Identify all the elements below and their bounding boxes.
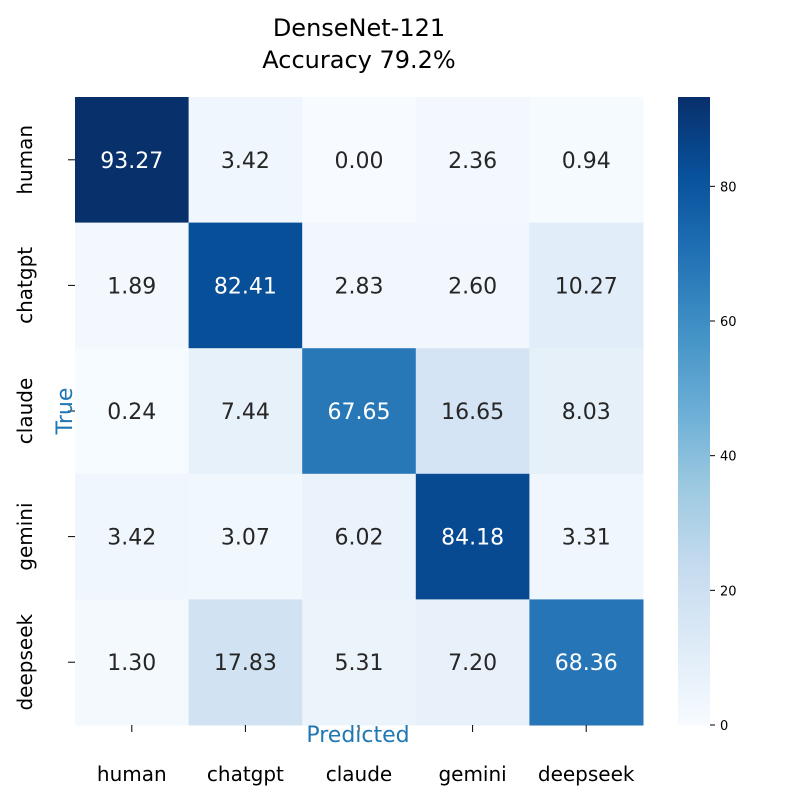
x-tick-label-deepseek: deepseek (538, 762, 635, 786)
heatmap-cell-1-4 (529, 222, 644, 349)
cell-value-label-3-0: 3.42 (107, 526, 156, 551)
heatmap-cell-0-1 (188, 97, 303, 224)
chart-subtitle: Accuracy 79.2% (262, 46, 455, 74)
heatmap-cell-0-0 (75, 97, 190, 224)
y-tick-label-claude: claude (13, 378, 37, 444)
heatmap-cell-2-0 (75, 348, 190, 475)
cell-value-label-0-1: 3.42 (221, 149, 270, 174)
colorbar-ticks: 0 20 40 60 80 (710, 180, 737, 734)
cell-value-label-0-2: 0.00 (335, 149, 384, 174)
heatmap-cell-4-2 (302, 599, 417, 726)
heatmap-cell-2-4 (529, 348, 644, 475)
y-tick-label-chatgpt: chatgpt (13, 247, 37, 324)
y-tick-label-human: human (13, 125, 37, 195)
heatmap-cell-3-4 (529, 473, 644, 600)
heatmap-cell-2-1 (188, 348, 303, 475)
cell-value-label-4-3: 7.20 (448, 651, 497, 676)
heatmap-cell-1-2 (302, 222, 417, 349)
cell-value-label-4-2: 5.31 (335, 651, 384, 676)
y-tick-label-deepseek: deepseek (13, 613, 37, 710)
y-tick-label-gemini: gemini (13, 502, 37, 570)
chart-title: DenseNet-121 (273, 14, 445, 42)
heatmap-cell-3-2 (302, 473, 417, 600)
colorbar-tick-label-60: 60 (720, 315, 737, 330)
heatmap-cell-3-0 (75, 473, 190, 600)
cell-value-label-3-4: 3.31 (562, 526, 611, 551)
cell-value-label-0-4: 0.94 (562, 149, 611, 174)
heatmap-cell-1-1 (188, 222, 303, 349)
heatmap-cell-0-3 (415, 97, 530, 224)
cell-value-label-2-4: 8.03 (562, 400, 611, 425)
heatmap-cell-4-3 (415, 599, 530, 726)
cell-value-label-1-1: 82.41 (214, 274, 277, 299)
x-tick-label-human: human (97, 762, 167, 786)
cell-value-label-1-2: 2.83 (335, 274, 384, 299)
x-axis-label: Predicted (306, 723, 409, 748)
y-axis-label: True (53, 388, 78, 436)
heatmap-cell-1-0 (75, 222, 190, 349)
colorbar-tick-label-20: 20 (720, 584, 737, 599)
cell-value-label-4-4: 68.36 (555, 651, 618, 676)
cell-value-label-2-0: 0.24 (107, 400, 156, 425)
x-tick-label-chatgpt: chatgpt (207, 762, 284, 786)
x-tick-label-claude: claude (326, 762, 392, 786)
colorbar-tick-label-0: 0 (720, 719, 728, 734)
cell-value-label-2-1: 7.44 (221, 400, 270, 425)
colorbar-tick-label-80: 80 (720, 180, 737, 195)
heatmap-cells: 93.27 3.42 0.00 2.36 0.94 1.89 82.41 2.83 2.60 10… (75, 97, 644, 726)
heatmap-cell-0-4 (529, 97, 644, 224)
heatmap-cell-3-3 (415, 473, 530, 600)
cell-value-label-2-2: 67.65 (328, 400, 391, 425)
heatmap-cell-4-4 (529, 599, 644, 726)
heatmap-cell-3-1 (188, 473, 303, 600)
cell-value-label-1-4: 10.27 (555, 274, 618, 299)
cell-value-label-4-1: 17.83 (214, 651, 277, 676)
x-axis-ticks: human chatgpt claude gemini deepseek (97, 725, 635, 786)
heatmap-cell-2-2 (302, 348, 417, 475)
colorbar (678, 97, 710, 725)
cell-value-label-3-2: 6.02 (335, 526, 384, 551)
x-tick-label-gemini: gemini (438, 762, 506, 786)
y-axis-ticks: human chatgpt claude gemini deepseek (13, 125, 75, 711)
colorbar-tick-label-40: 40 (720, 450, 737, 465)
cell-value-label-3-3: 84.18 (441, 526, 504, 551)
heatmap-cell-1-3 (415, 222, 530, 349)
cell-value-label-3-1: 3.07 (221, 526, 270, 551)
heatmap-cell-4-0 (75, 599, 190, 726)
cell-value-label-4-0: 1.30 (107, 651, 156, 676)
heatmap-cell-2-3 (415, 348, 530, 475)
cell-value-label-1-0: 1.89 (107, 274, 156, 299)
heatmap-cell-4-1 (188, 599, 303, 726)
cell-value-label-0-3: 2.36 (448, 149, 497, 174)
cell-value-label-1-3: 2.60 (448, 274, 497, 299)
cell-value-label-0-0: 93.27 (100, 149, 163, 174)
cell-value-label-2-3: 16.65 (441, 400, 504, 425)
heatmap-cell-0-2 (302, 97, 417, 224)
